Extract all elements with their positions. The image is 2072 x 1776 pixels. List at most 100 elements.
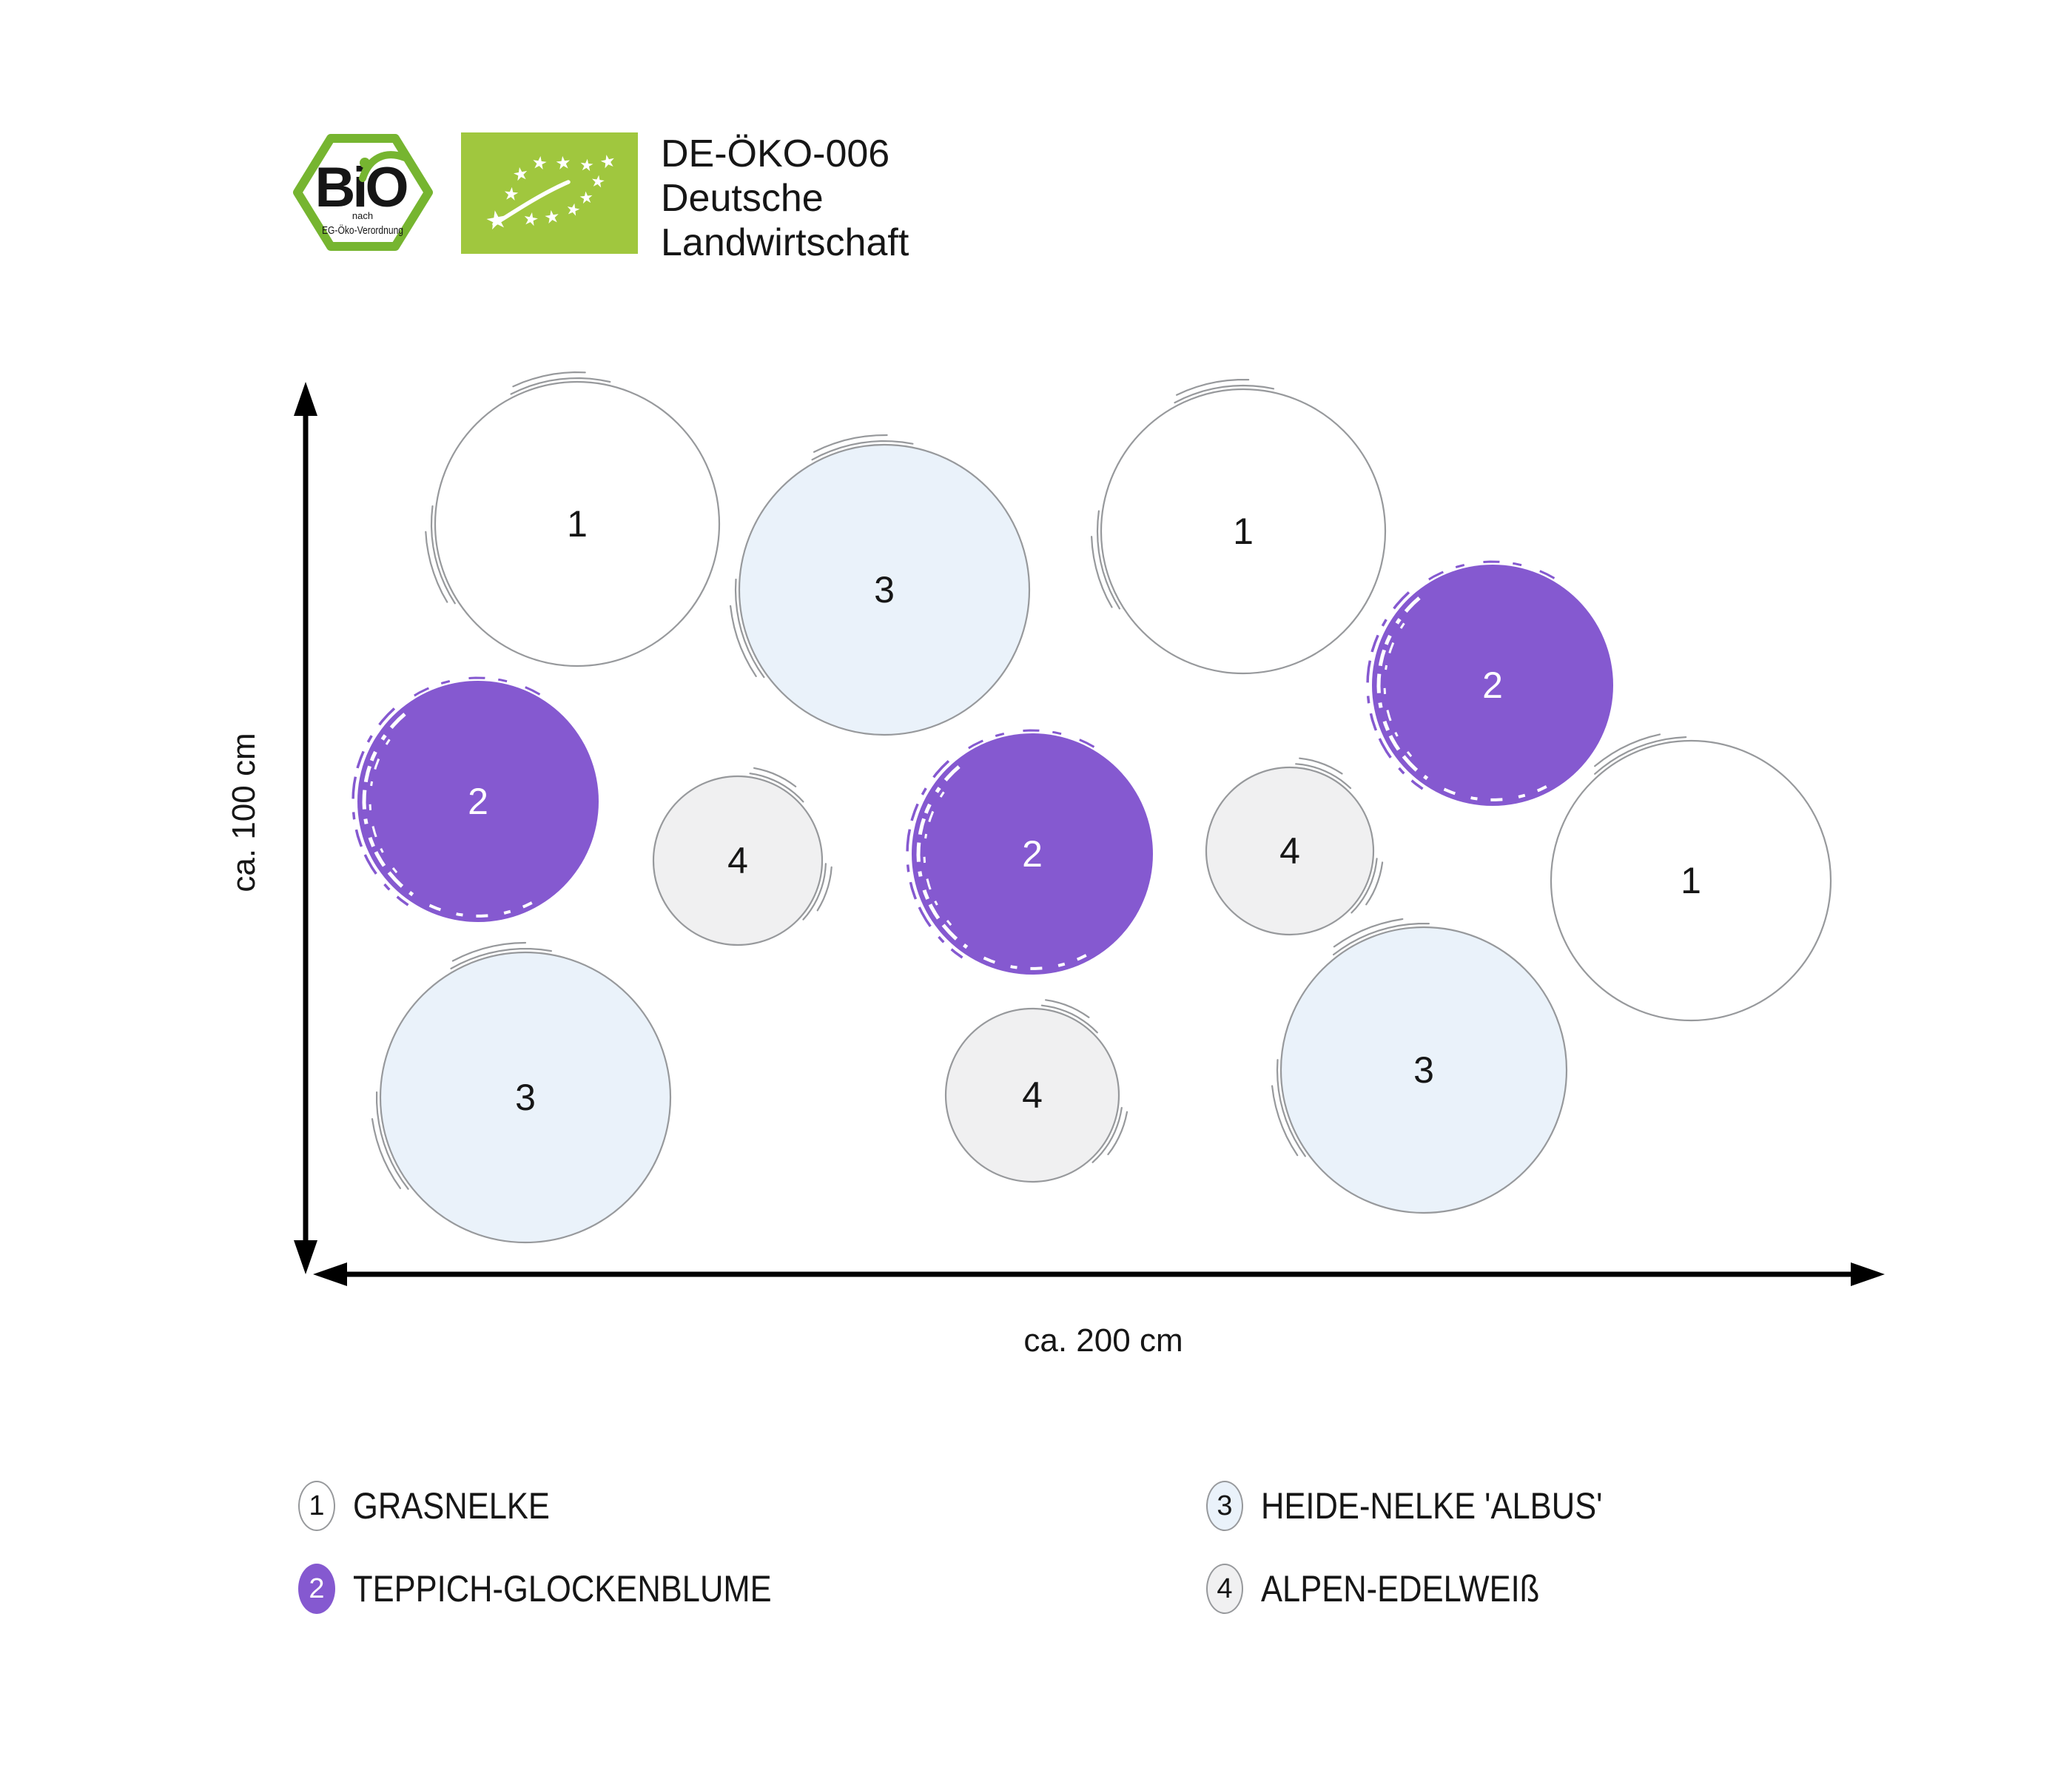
sketch-hook-icon xyxy=(450,948,552,969)
sketch-hook-icon xyxy=(802,863,827,921)
brush-texture xyxy=(1443,785,1547,801)
plant-area xyxy=(1372,565,1613,806)
brush-texture xyxy=(397,676,541,708)
sketch-hook-icon xyxy=(1299,757,1343,775)
eu-star-group: ★ ★ ★ ★★★★★★★★★ xyxy=(483,149,618,237)
certification-text: DE-ÖKO-006 Deutsche Landwirtschaft xyxy=(661,132,909,265)
plant-circle-teppich: 2 xyxy=(1366,560,1613,806)
brush-texture xyxy=(1383,622,1417,763)
plant-circle-number: 3 xyxy=(874,569,895,610)
legend-badge-4: 4 xyxy=(1206,1564,1243,1614)
eu-star-icon: ★ xyxy=(589,172,606,192)
sketch-hook-icon xyxy=(1045,999,1090,1018)
plant-area xyxy=(912,733,1153,975)
sketch-hook-icon xyxy=(730,605,757,677)
brush-texture xyxy=(1376,596,1429,781)
plant-circle-number: 4 xyxy=(727,840,748,881)
sketch-hook-icon xyxy=(512,371,586,388)
arrowhead-left-icon xyxy=(313,1262,347,1286)
brush-texture xyxy=(923,791,957,932)
height-dimension-label: ca. 100 cm xyxy=(226,733,262,892)
brush-texture xyxy=(952,729,1095,761)
eu-star-icon: ★ xyxy=(542,206,561,229)
plant-circle-number: 2 xyxy=(1482,665,1503,706)
bio-seal-subtext-2: EG-Öko-Verordnung xyxy=(322,223,403,237)
eu-star-icon: ★ xyxy=(554,152,572,174)
plant-circle-number: 2 xyxy=(468,781,488,822)
brush-texture xyxy=(983,954,1087,970)
sketch-hook-icon xyxy=(1174,384,1275,404)
bio-seal-logo: BiO nach EG-Öko-Verordnung xyxy=(293,134,433,251)
legend-label-grasnelke: GRASNELKE xyxy=(353,1485,550,1527)
bio-seal-subtext-1: nach xyxy=(352,210,373,221)
legend-item-heide-nelke: 3 HEIDE-NELKE 'ALBUS' xyxy=(1206,1481,1653,1531)
plant-circles: 1 3 1 1 3 3 4 4 4 2 2 2 xyxy=(352,371,1832,1244)
sketch-hook-icon xyxy=(1333,918,1404,948)
brush-texture xyxy=(916,765,969,949)
eu-star-icon: ★ xyxy=(531,152,549,175)
bio-hexagon-icon xyxy=(293,134,433,251)
legend-badge-2: 2 xyxy=(298,1564,335,1614)
sketch-hook-icon xyxy=(1107,1111,1128,1156)
plant-area xyxy=(652,775,824,946)
brush-texture xyxy=(428,901,533,918)
sketch-hook-icon xyxy=(1096,510,1120,610)
sketch-hook-icon xyxy=(1594,733,1661,767)
legend-label-alpen-edelweiss: ALPEN-EDELWEIß xyxy=(1261,1568,1540,1610)
sketch-hook-icon xyxy=(1176,379,1250,396)
plant-circle-grasnelke: 1 xyxy=(1550,733,1832,1022)
legend-label-teppich-glockenblume: TEPPICH-GLOCKENBLUME xyxy=(353,1568,772,1610)
width-dimension-label: ca. 200 cm xyxy=(1023,1322,1183,1359)
arrowhead-right-icon xyxy=(1851,1262,1885,1286)
plant-circle-number: 3 xyxy=(1413,1049,1434,1091)
sketch-hook-icon xyxy=(811,440,914,461)
cert-line-agriculture: Landwirtschaft xyxy=(661,221,909,264)
eu-star-icon: ★ xyxy=(483,204,511,237)
legend-badge-1: 1 xyxy=(298,1481,335,1531)
plant-circle-number: 1 xyxy=(1681,860,1701,901)
sketch-hook-icon xyxy=(1350,858,1378,914)
plant-circle-edelweiss: 4 xyxy=(944,999,1128,1183)
plant-circle-heide: 3 xyxy=(730,434,1031,736)
sketch-hook-icon xyxy=(1092,1106,1123,1163)
plant-area xyxy=(1550,739,1832,1022)
legend-item-teppich-glockenblume: 2 TEPPICH-GLOCKENBLUME xyxy=(298,1564,834,1614)
bio-i-dot-icon xyxy=(360,158,370,168)
arrowhead-up-icon xyxy=(294,382,317,416)
sketch-hook-icon xyxy=(734,578,765,679)
eu-leaf-stem-icon xyxy=(492,180,571,226)
eu-star-icon: ★ xyxy=(502,183,520,205)
bio-leaf-swoosh-icon xyxy=(359,151,408,182)
eu-star-icon: ★ xyxy=(578,189,594,209)
plant-circle-number: 4 xyxy=(1279,830,1300,872)
sketch-hook-icon xyxy=(749,773,804,803)
dimension-arrows xyxy=(294,382,1885,1286)
brush-texture xyxy=(352,707,409,906)
brush-texture xyxy=(906,760,963,959)
sketch-hook-icon xyxy=(451,941,527,962)
plant-area xyxy=(434,380,721,667)
sketch-hook-icon xyxy=(816,866,832,912)
plant-area xyxy=(1205,766,1375,936)
brush-texture xyxy=(1366,591,1424,790)
legend-item-grasnelke: 1 GRASNELKE xyxy=(298,1481,579,1531)
eu-organic-logo: ★ ★ ★ ★★★★★★★★★ xyxy=(461,132,638,254)
sketch-hook-icon xyxy=(753,767,797,787)
plant-circle-edelweiss: 4 xyxy=(652,767,832,946)
brush-texture xyxy=(1412,560,1555,592)
sketch-hook-icon xyxy=(1295,763,1352,790)
legend-label-heide-nelke: HEIDE-NELKE 'ALBUS' xyxy=(1261,1485,1603,1527)
sketch-hook-icon xyxy=(1365,861,1384,906)
eu-star-icon: ★ xyxy=(511,163,531,186)
sketch-hook-icon xyxy=(1276,1059,1306,1157)
plant-circle-grasnelke: 1 xyxy=(1091,379,1387,675)
plant-circle-teppich: 2 xyxy=(906,729,1153,975)
legend-item-alpen-edelweiss: 4 ALPEN-EDELWEIß xyxy=(1206,1564,1581,1614)
sketch-hook-icon xyxy=(510,377,611,395)
sketch-hook-icon xyxy=(1040,1004,1098,1034)
cert-line-code: DE-ÖKO-006 xyxy=(661,132,890,175)
sketch-hook-icon xyxy=(1271,1085,1299,1157)
plant-area xyxy=(379,951,672,1244)
sketch-hook-icon xyxy=(1091,536,1113,608)
